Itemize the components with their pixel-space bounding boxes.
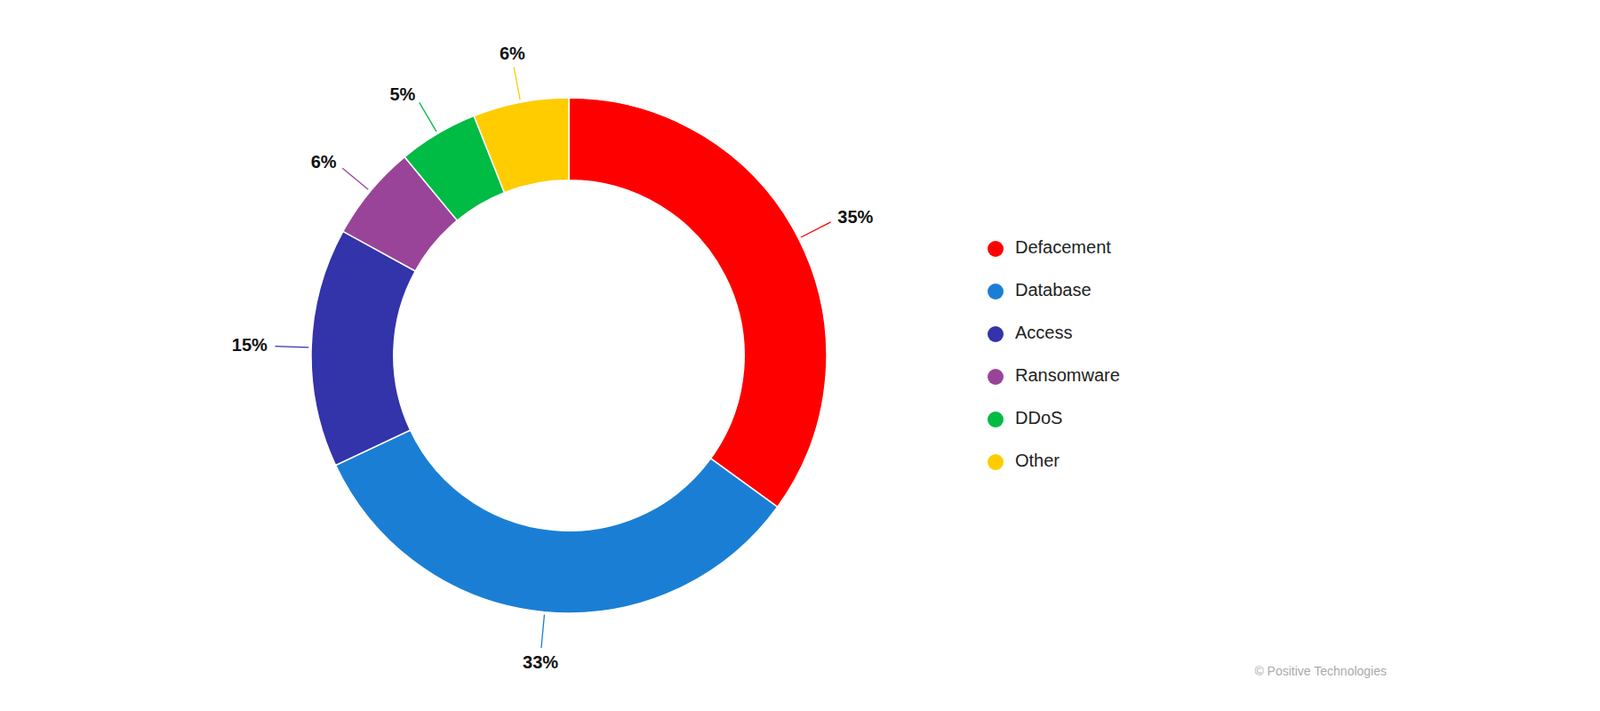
slice [311, 231, 416, 465]
legend-marker [987, 240, 1004, 257]
leader-line [800, 222, 832, 238]
data-label: 6% [311, 152, 337, 172]
leader-line [541, 615, 545, 649]
data-label: 5% [389, 84, 416, 104]
slice [336, 430, 778, 614]
legend-label: Database [1015, 280, 1092, 300]
leader-line [275, 346, 310, 348]
legend-label: DDoS [1015, 408, 1063, 428]
slices [311, 97, 827, 614]
leader-line [419, 102, 437, 131]
legend-label: Defacement [1015, 237, 1112, 257]
legend: Defacement Database Access Ransomware DDoS Ot… [987, 237, 1120, 471]
legend-marker [987, 326, 1004, 343]
data-label: 35% [837, 207, 873, 227]
legend-marker [987, 411, 1004, 428]
annotation: © Positive Technologies [1254, 664, 1387, 679]
legend-marker [987, 283, 1004, 300]
legend-label: Other [1015, 450, 1060, 471]
data-label: 6% [499, 43, 526, 64]
legend-marker [987, 368, 1004, 385]
data-label: 33% [522, 652, 559, 672]
slice [568, 97, 827, 507]
legend-label: Access [1015, 322, 1072, 343]
chart: 35% 33% 15% 6% 5% 6% Defacement Database Access R… [0, 0, 1600, 711]
background [0, 0, 1600, 711]
slice [473, 97, 569, 193]
legend-label: Ransomware [1015, 365, 1120, 385]
leader-line [513, 66, 520, 100]
data-labels: 35% 33% 15% 6% 5% 6% [232, 43, 874, 672]
legend-marker [987, 454, 1004, 471]
data-label: 15% [232, 335, 268, 355]
leader-line [342, 168, 368, 190]
